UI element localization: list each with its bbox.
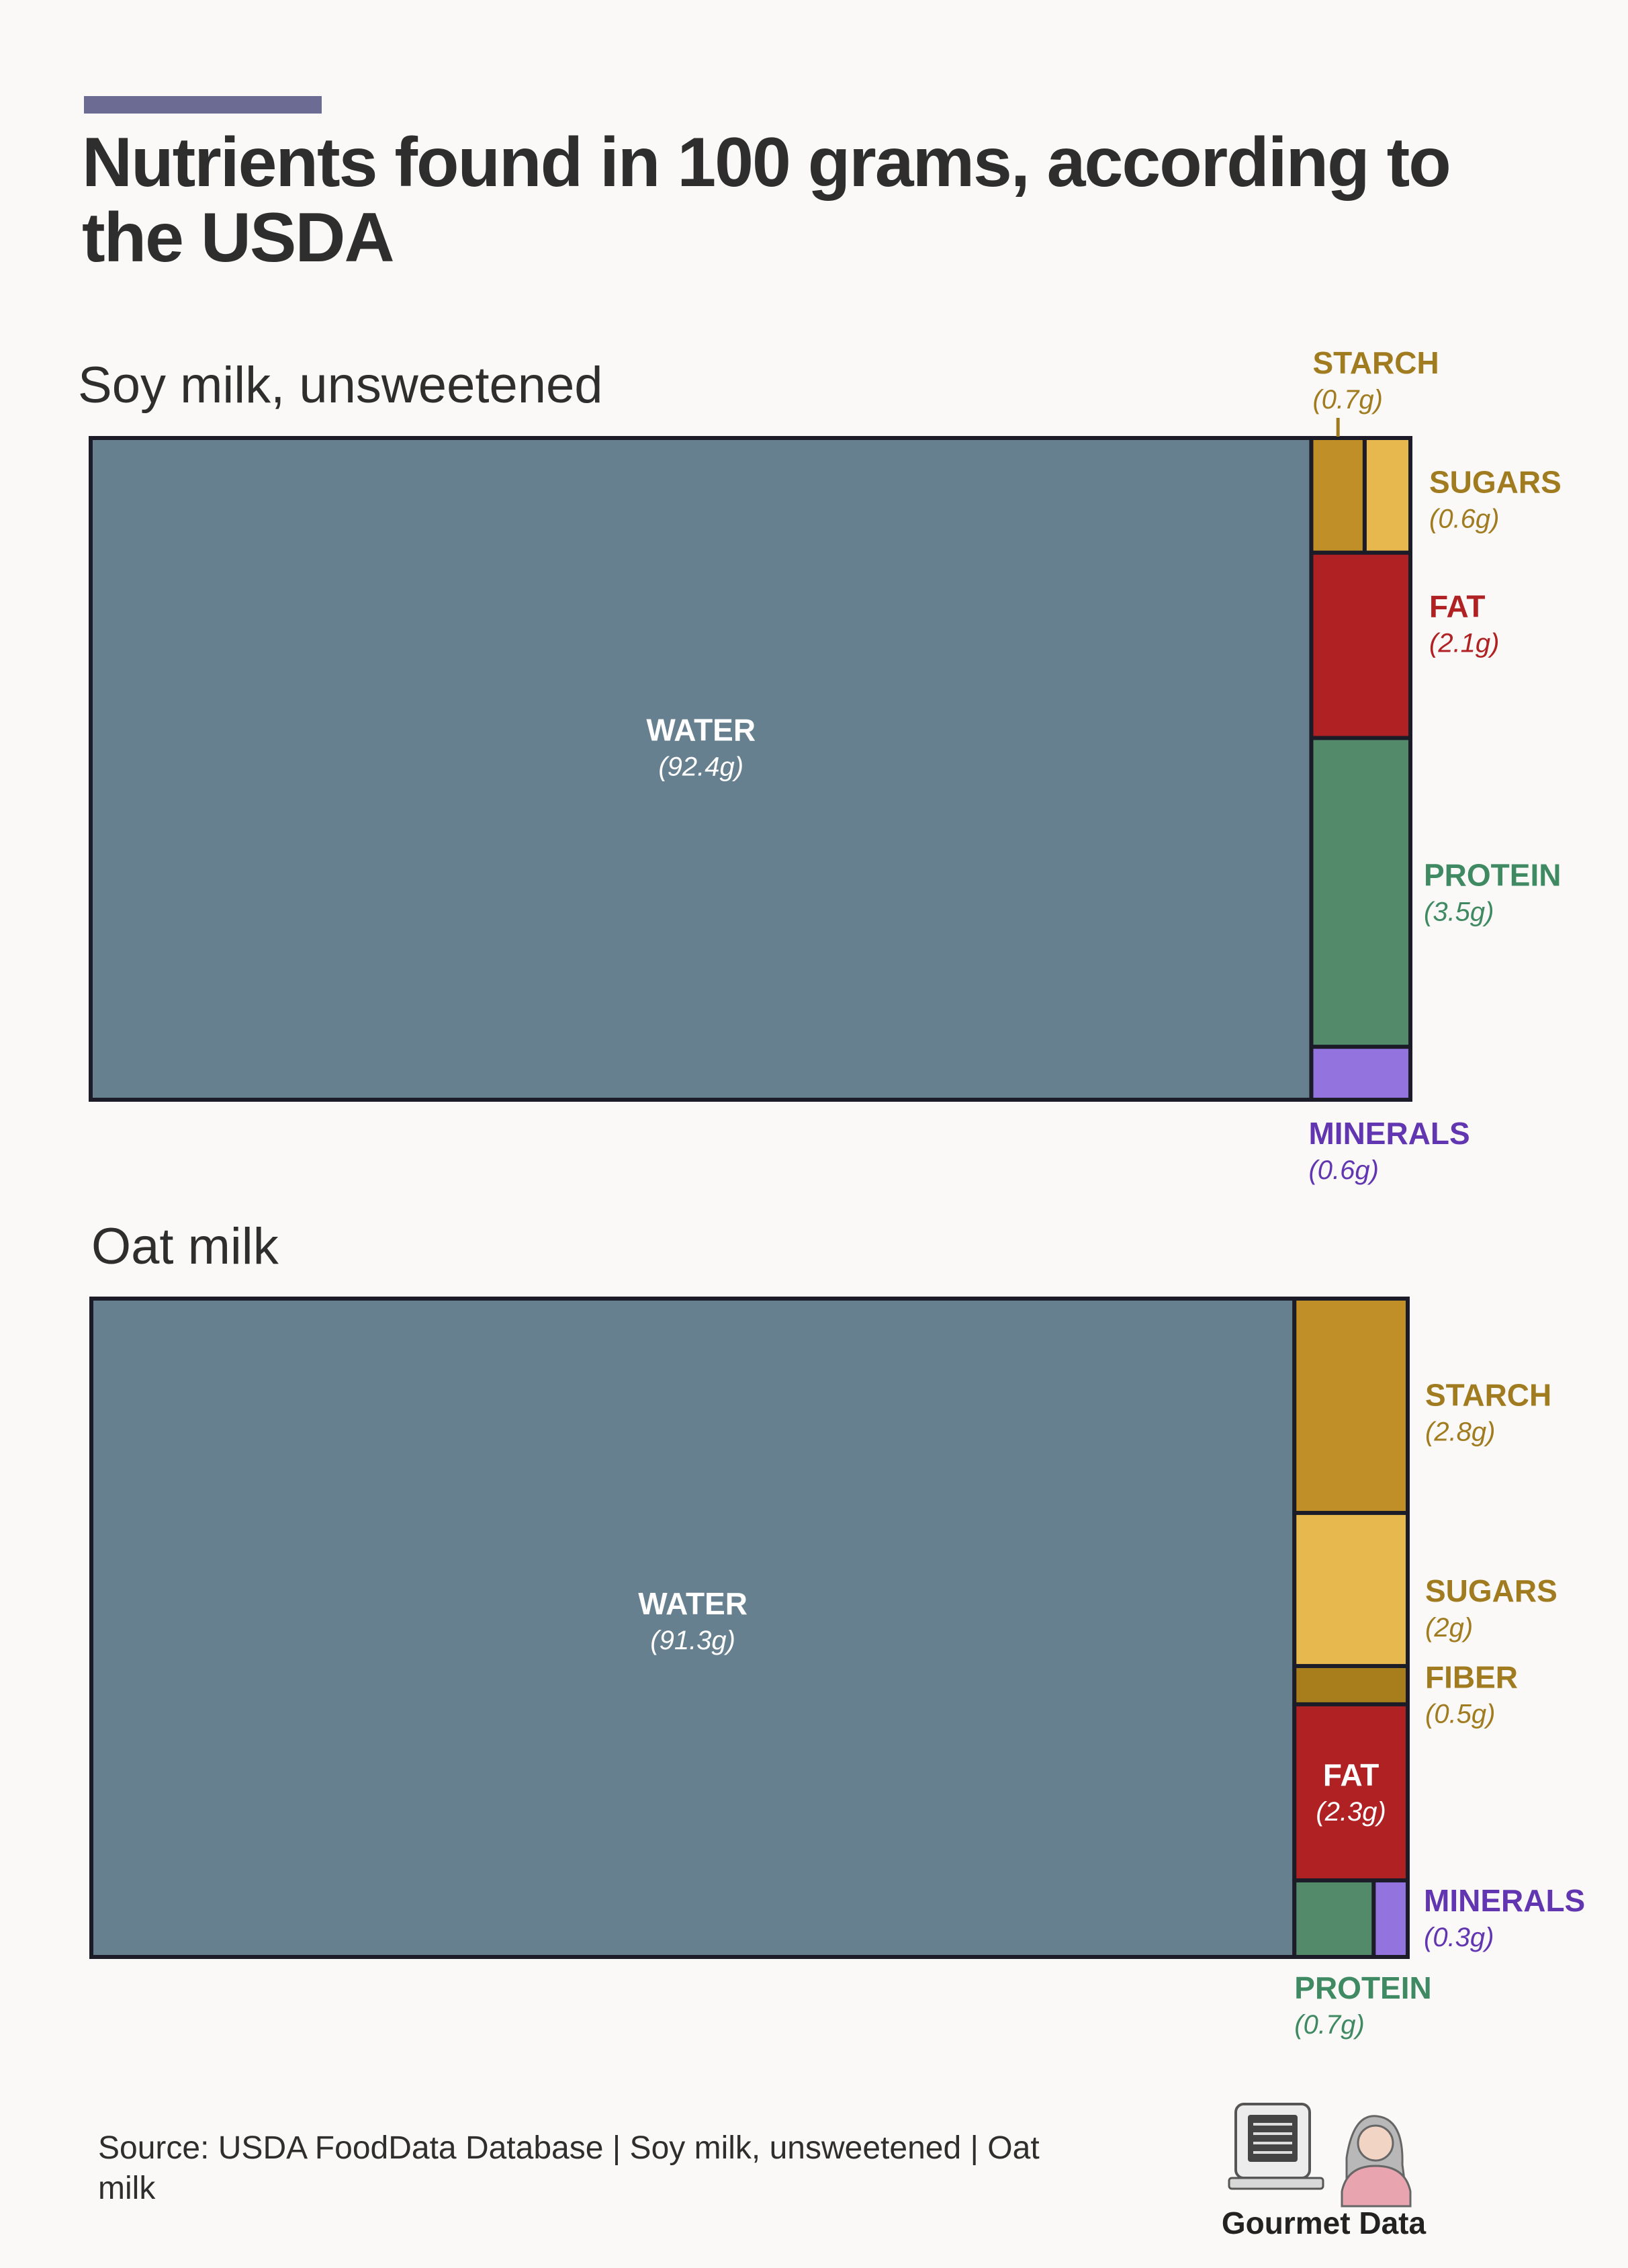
- chart-title: Nutrients found in 100 grams, according …: [82, 124, 1451, 277]
- title-accent-bar: [84, 96, 322, 114]
- oat-fiber-label: FIBER: [1425, 1659, 1518, 1694]
- oat-protein-label: PROTEIN: [1294, 1970, 1431, 2005]
- brand-name: Gourmet Data: [1221, 2206, 1427, 2240]
- oat-chart-title: Oat milk: [91, 1218, 279, 1275]
- oat-water-value-label: (91.3g): [650, 1626, 735, 1655]
- soy-minerals-rect: [1309, 1045, 1412, 1102]
- oat-fat-value-label: (2.3g): [1316, 1797, 1386, 1827]
- oat-fiber-rect: [1292, 1663, 1410, 1706]
- oat-sugars-value-label: (2g): [1425, 1613, 1473, 1643]
- computer-icon: [1228, 2103, 1324, 2190]
- soy-protein-rect: [1309, 736, 1412, 1049]
- oat-minerals-label: MINERALS: [1424, 1883, 1585, 1918]
- soy-fat-label: FAT: [1429, 589, 1485, 624]
- oat-fat-rect: [1292, 1702, 1410, 1883]
- oat-starch-label: STARCH: [1425, 1378, 1551, 1413]
- oat-minerals-value-label: (0.3g): [1424, 1923, 1494, 1952]
- oat-fiber-value-label: (0.5g): [1425, 1699, 1496, 1729]
- soy-water-label: WATER: [646, 713, 756, 748]
- soy-protein-label: PROTEIN: [1424, 857, 1561, 892]
- soy-starch-value-label: (0.7g): [1312, 385, 1383, 415]
- oat-fat-label: FAT: [1323, 1757, 1379, 1792]
- oat-protein-value-label: (0.7g): [1294, 2010, 1365, 2040]
- person-icon: [1341, 2115, 1412, 2208]
- oat-minerals-rect: [1371, 1878, 1410, 1960]
- oat-starch-value-label: (2.8g): [1425, 1418, 1496, 1447]
- soy-fat-rect: [1309, 550, 1412, 740]
- soy-water-rect: [89, 436, 1314, 1102]
- source-note: Source: USDA FoodData Database | Soy mil…: [98, 2130, 1040, 2206]
- soy-fat-value-label: (2.1g): [1429, 629, 1500, 658]
- oat-sugars-label: SUGARS: [1425, 1573, 1557, 1608]
- soy-water-value-label: (92.4g): [658, 752, 743, 782]
- oat-water-label: WATER: [638, 1586, 748, 1621]
- oat-water-rect: [89, 1297, 1297, 1959]
- soy-sugars-rect: [1362, 436, 1413, 555]
- soy-sugars-value-label: (0.6g): [1429, 504, 1500, 533]
- oat-starch-rect: [1292, 1297, 1410, 1516]
- gourmet-data-logo: [1228, 2103, 1412, 2208]
- soy-sugars-label: SUGARS: [1429, 464, 1562, 499]
- soy-minerals-value-label: (0.6g): [1308, 1155, 1379, 1185]
- soy-chart-title: Soy milk, unsweetened: [78, 357, 603, 414]
- soy-starch-label: STARCH: [1312, 345, 1439, 380]
- oat-protein-rect: [1292, 1878, 1376, 1960]
- soy-minerals-label: MINERALS: [1308, 1116, 1469, 1151]
- soy-protein-value-label: (3.5g): [1424, 897, 1494, 926]
- oat-sugars-rect: [1292, 1511, 1410, 1668]
- soy-starch-rect: [1309, 436, 1367, 555]
